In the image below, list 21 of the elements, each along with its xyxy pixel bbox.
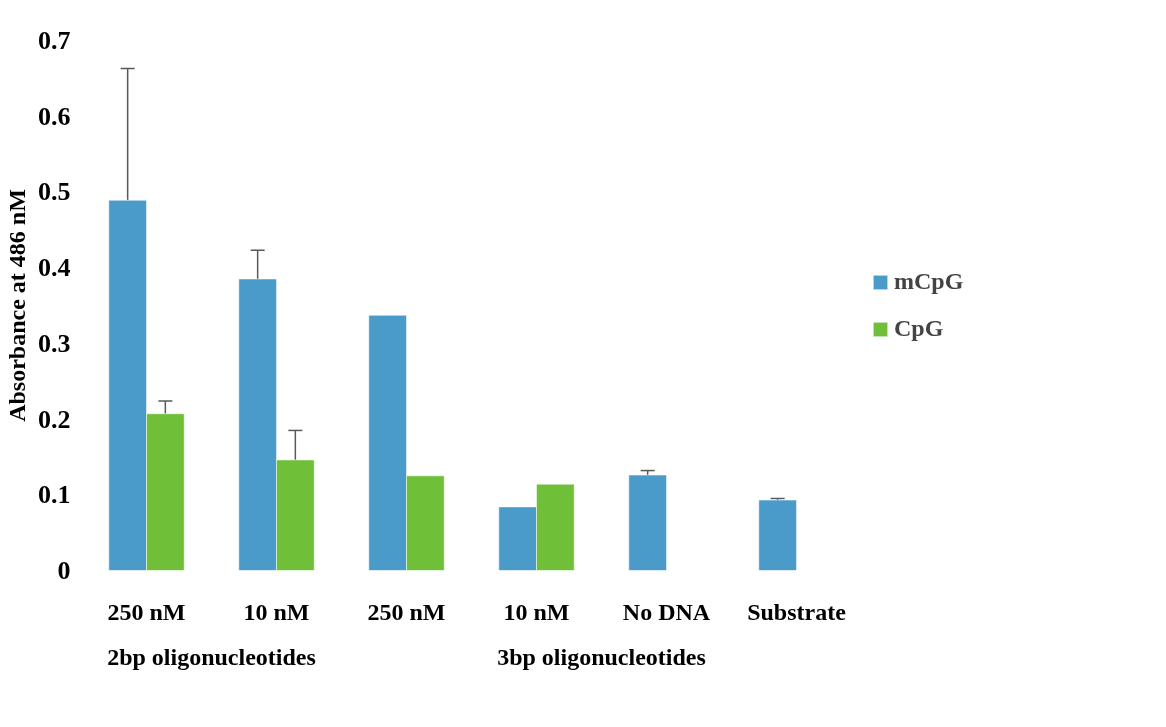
x-tick-label: No DNA — [622, 598, 711, 625]
text: 3bp oligonucleotides — [497, 643, 706, 670]
bar — [628, 474, 667, 571]
text: 2bp oligonucleotides — [107, 643, 316, 670]
y-tick-label: 0.2 — [38, 404, 71, 434]
y-tick-label: 0.7 — [38, 26, 71, 55]
y-tick-label: 0.4 — [38, 253, 71, 283]
x-tick-label: 250 nM — [107, 598, 186, 625]
bar — [758, 499, 797, 571]
x-tick-label: Substrate — [747, 598, 847, 625]
legend-label: CpG — [894, 315, 944, 342]
x-tick-label: 10 nM — [243, 598, 310, 625]
x-tick-label: 250 nM — [367, 598, 446, 625]
y-tick-label: 0.6 — [38, 101, 71, 131]
y-tick-label: 0.5 — [38, 177, 71, 207]
legend-label: mCpG — [894, 268, 964, 295]
y-tick-label: 0.1 — [38, 480, 71, 510]
x-tick-label: 10 nM — [503, 598, 570, 625]
y-tick-label: 0 — [57, 556, 71, 585]
y-tick-label: 0.3 — [38, 328, 71, 358]
y-axis-title: Absorbance at 486 nM — [4, 189, 30, 422]
